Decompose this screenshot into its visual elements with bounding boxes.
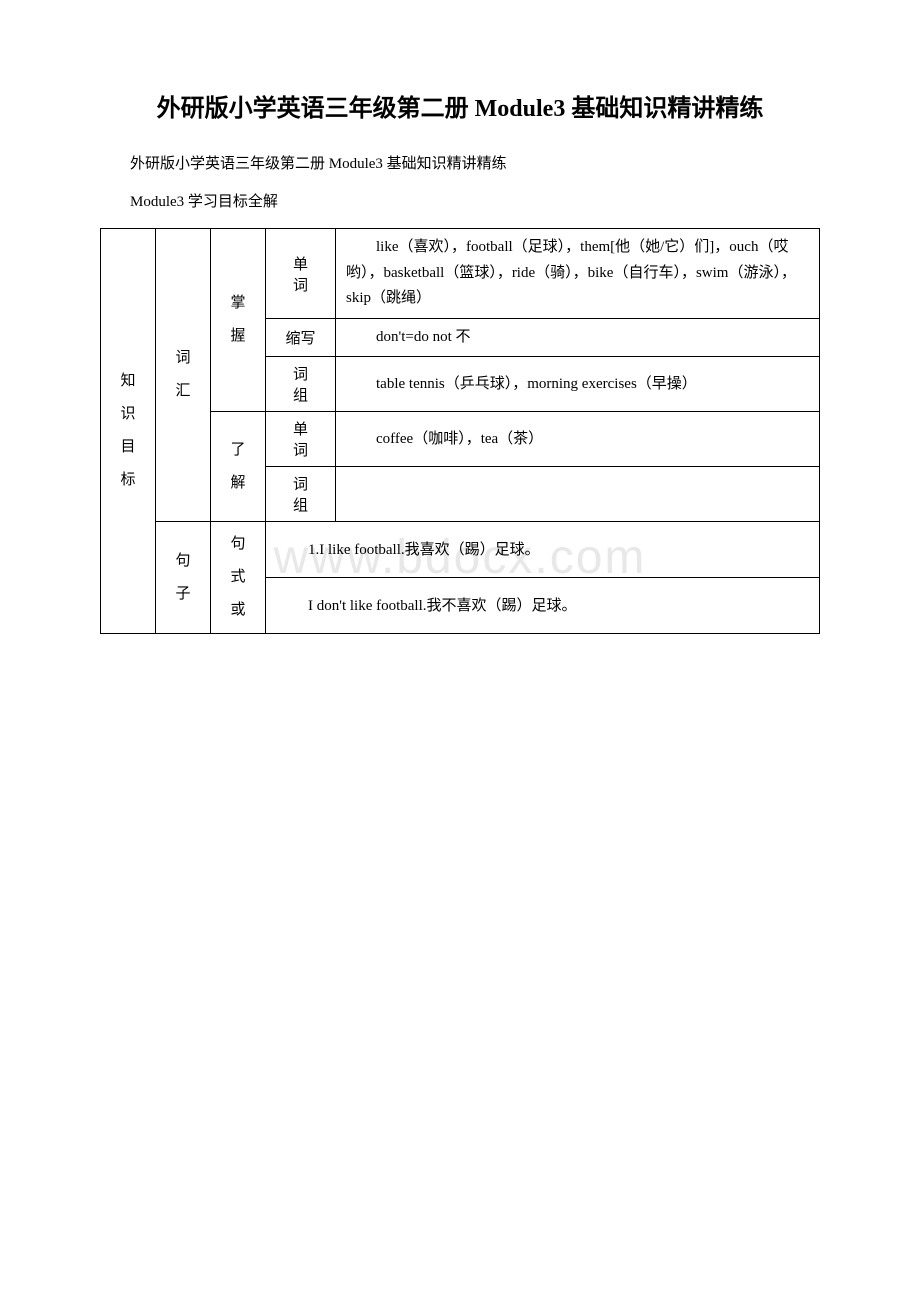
understand-word-content-cell: coffee（咖啡），tea（茶） — [336, 412, 820, 467]
sentence-content-1: 1.I like football.我喜欢（踢）足球。 — [266, 522, 820, 578]
document-content: 外研版小学英语三年级第二册 Module3 基础知识精讲精练 外研版小学英语三年… — [100, 90, 820, 634]
master-cell: 掌握 — [211, 229, 266, 412]
knowledge-goal-cell: 知识目标 — [101, 229, 156, 634]
understand-word-label: 单词 — [276, 418, 325, 460]
sentence-label: 句子 — [166, 545, 200, 611]
abbr-content-cell: don't=do not 不 — [336, 318, 820, 357]
word-label: 单词 — [276, 253, 325, 295]
understand-word-label-cell: 单词 — [266, 412, 336, 467]
understand-cell: 了解 — [211, 412, 266, 522]
word-content-cell: like（喜欢），football（足球），them[他（她/它）们]，ouch… — [336, 229, 820, 319]
vocabulary-label: 词汇 — [166, 342, 200, 408]
word-label-cell: 单词 — [266, 229, 336, 319]
master-label: 掌握 — [221, 287, 255, 353]
document-title: 外研版小学英语三年级第二册 Module3 基础知识精讲精练 — [100, 90, 820, 128]
phrase-content-cell: table tennis（乒乓球），morning exercises（早操） — [336, 357, 820, 412]
learning-goals-table: 知识目标 词汇 掌握 单词 like（喜欢），football（足球），them… — [100, 228, 820, 634]
vocabulary-cell: 词汇 — [156, 229, 211, 522]
pattern-cell: 句式或 — [211, 522, 266, 634]
pattern-label: 句式或 — [221, 528, 255, 627]
subtitle-text: 外研版小学英语三年级第二册 Module3 基础知识精讲精练 — [100, 152, 820, 176]
abbr-label-cell: 缩写 — [266, 318, 336, 357]
table-row: 句子 句式或 1.I like football.我喜欢（踢）足球。 — [101, 522, 820, 578]
section-title: Module3 学习目标全解 — [100, 190, 820, 214]
phrase-label: 词组 — [276, 363, 325, 405]
sentence-cell: 句子 — [156, 522, 211, 634]
table-row: 知识目标 词汇 掌握 单词 like（喜欢），football（足球），them… — [101, 229, 820, 319]
phrase-label-cell: 词组 — [266, 357, 336, 412]
knowledge-goal-label: 知识目标 — [111, 365, 145, 497]
understand-phrase-label: 词组 — [276, 473, 325, 515]
understand-phrase-label-cell: 词组 — [266, 467, 336, 522]
understand-phrase-content-cell — [336, 467, 820, 522]
understand-label: 了解 — [221, 434, 255, 500]
sentence-content-2: I don't like football.我不喜欢（踢）足球。 — [266, 578, 820, 634]
